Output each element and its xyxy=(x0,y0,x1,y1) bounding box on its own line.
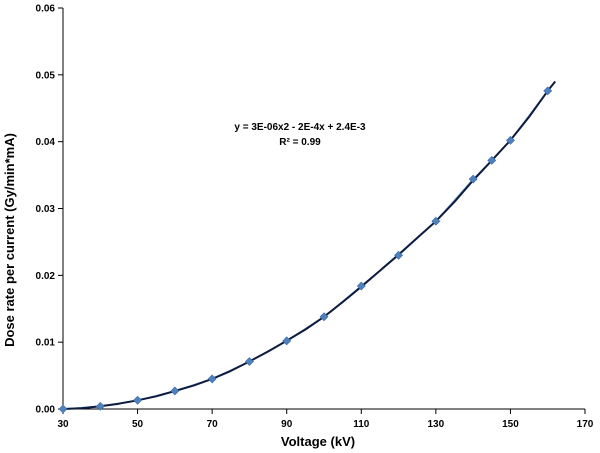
y-tick-label: 0.05 xyxy=(36,70,56,81)
y-tick-label: 0.02 xyxy=(36,271,56,282)
y-tick-label: 0.06 xyxy=(36,4,56,15)
axes: 30 50 70 90 110 130 150 170 0.00 0.01 0.02 0.03 0.04… xyxy=(36,4,594,431)
x-tick-label: 170 xyxy=(577,419,594,430)
data-point xyxy=(319,312,329,322)
x-tick-label: 150 xyxy=(502,419,519,430)
x-tick-label: 90 xyxy=(281,419,293,430)
data-point xyxy=(487,155,497,165)
data-point xyxy=(170,386,180,396)
data-point xyxy=(58,404,68,414)
y-axis-title: Dose rate per current (Gy/min*mA) xyxy=(2,133,17,347)
x-tick-label: 50 xyxy=(132,419,144,430)
data-point xyxy=(282,336,292,346)
data-point xyxy=(133,395,142,405)
data-point xyxy=(356,281,366,291)
data-points xyxy=(58,86,553,414)
x-axis-title: Voltage (kV) xyxy=(281,434,355,449)
data-point xyxy=(207,374,217,384)
trendline xyxy=(62,80,556,410)
data-point xyxy=(95,401,105,411)
y-tick-label: 0.04 xyxy=(36,137,56,148)
data-point xyxy=(506,135,515,145)
data-point xyxy=(431,216,441,226)
data-point xyxy=(468,174,478,184)
y-tick-label: 0.01 xyxy=(36,338,56,349)
x-tick-label: 110 xyxy=(353,419,370,430)
y-tick-label: 0.03 xyxy=(36,204,56,215)
data-point xyxy=(245,357,254,366)
x-tick-label: 130 xyxy=(428,419,445,430)
x-tick-label: 70 xyxy=(207,419,219,430)
r-squared-annotation: R² = 0.99 xyxy=(279,137,321,148)
data-point xyxy=(394,250,403,260)
x-tick-label: 30 xyxy=(57,419,69,430)
equation-annotation: y = 3E-06x2 - 2E-4x + 2.4E-3 xyxy=(234,122,366,133)
y-tick-label: 0.00 xyxy=(36,405,56,416)
data-point xyxy=(543,86,553,96)
